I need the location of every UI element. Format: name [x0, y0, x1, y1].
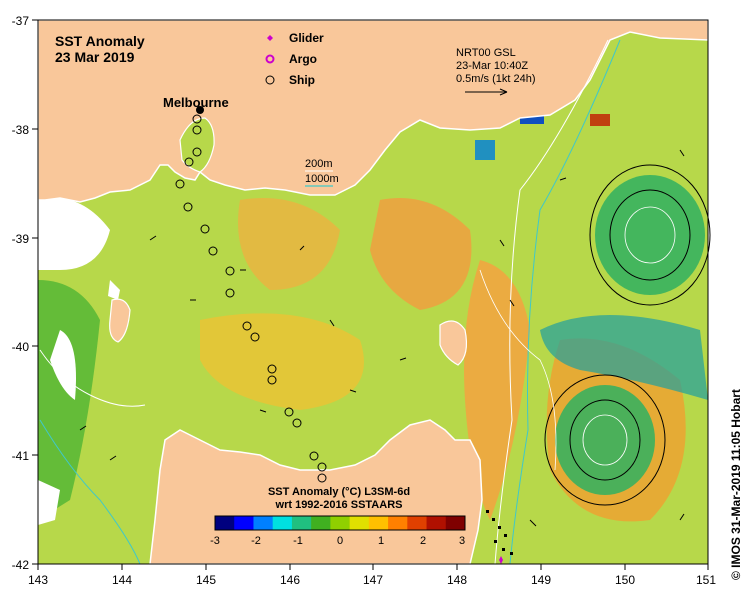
colorbar-swatch [291, 516, 312, 530]
y-axis-labels: -37 -38 -39 -40 -41 -42 [12, 14, 30, 572]
sst-contours [479, 206, 676, 471]
ship-track [175, 114, 327, 483]
cool-patch [475, 140, 495, 160]
marker-legend: Glider Argo Ship [265, 31, 324, 87]
colorbar-tick-label: -3 [210, 535, 220, 547]
x-tick-label: 147 [363, 573, 383, 587]
warm-anomaly-patch [370, 198, 472, 310]
colorbar-swatch [234, 516, 254, 530]
ship-icon [265, 75, 275, 85]
x-tick-label: 146 [280, 573, 300, 587]
isobath-200m [494, 39, 609, 565]
colorbar-swatch [445, 516, 466, 530]
isobath-label-1000m: 1000m [305, 173, 339, 185]
axis-ticks [32, 19, 709, 570]
warm-anomaly-patch [200, 313, 364, 410]
x-tick-label: 150 [615, 573, 635, 587]
colorbar-subtitle: wrt 1992-2016 SSTAARS [275, 499, 403, 511]
land-flinders-island [439, 320, 468, 366]
cool-patch [540, 315, 708, 400]
x-tick-label: 149 [531, 573, 551, 587]
city-label-melbourne: Melbourne [163, 95, 229, 110]
argo-float-icon [265, 54, 275, 64]
isobath-200m [39, 349, 146, 407]
colorbar-swatch [311, 516, 331, 530]
cool-eddy [595, 175, 705, 295]
cool-patch [520, 114, 544, 124]
legend-label-argo: Argo [289, 52, 317, 66]
colorbar-swatch [253, 516, 274, 530]
x-tick-label: 144 [112, 573, 132, 587]
map-title: SST Anomaly [55, 33, 145, 49]
x-axis-labels: 143 144 145 146 147 148 149 150 151 [28, 573, 716, 587]
legend-label-glider: Glider [289, 31, 324, 45]
colorbar-swatch [388, 516, 408, 530]
colorbar-swatch [215, 516, 235, 530]
colorbar-tick-label: 3 [459, 535, 465, 547]
warm-anomaly-patch [238, 198, 340, 290]
colorbar-tick-label: 1 [378, 535, 384, 547]
y-tick-label: -39 [12, 232, 30, 246]
y-tick-label: -38 [12, 123, 30, 137]
colorbar-tick-label: -2 [251, 535, 261, 547]
map-plot-area [37, 19, 711, 565]
colorbar-swatch [368, 516, 389, 530]
colorbar-swatch [330, 516, 351, 530]
land-king-island [109, 298, 131, 343]
cloud-gap [38, 480, 60, 525]
current-key-time: 23-Mar 10:40Z [456, 60, 528, 72]
colorbar-tick-label: -1 [293, 535, 303, 547]
x-tick-label: 148 [447, 573, 467, 587]
colorbar-title: SST Anomaly (°C) L3SM-6d [268, 486, 410, 498]
x-tick-label: 143 [28, 573, 48, 587]
isobath-key: 200m 1000m [305, 158, 339, 187]
y-tick-label: -40 [12, 340, 30, 354]
isobath-label-200m: 200m [305, 158, 333, 170]
x-tick-label: 145 [196, 573, 216, 587]
y-tick-label: -37 [12, 14, 30, 28]
glider-icon [267, 35, 273, 41]
colorbar-swatch [426, 516, 447, 530]
colorbar-swatch [272, 516, 293, 530]
colorbar-frame [214, 515, 466, 531]
isobath-1000m [39, 419, 141, 565]
arrowhead-icon [499, 88, 508, 96]
legend-label-ship: Ship [289, 73, 315, 87]
colorbar-ticks: -3 -2 -1 0 1 2 3 [210, 535, 465, 547]
colorbar-tick-label: 0 [337, 535, 343, 547]
current-key-source: NRT00 GSL [456, 47, 516, 59]
warm-anomaly-patch [464, 260, 530, 520]
current-streamlines [544, 164, 711, 506]
melbourne-marker [196, 106, 204, 114]
cool-patch [38, 280, 100, 520]
velocity-arrows [79, 149, 685, 527]
colorbar-swatch [349, 516, 370, 530]
colorbar-tick-label: 2 [420, 535, 426, 547]
isobath-1000m [509, 39, 621, 565]
cloud-gap [38, 198, 110, 270]
warm-patch [590, 114, 610, 126]
map-date: 23 Mar 2019 [55, 49, 135, 65]
glider-marker [499, 556, 503, 564]
current-key-scale: 0.5m/s (1kt 24h) [456, 73, 535, 85]
current-vector-key: NRT00 GSL 23-Mar 10:40Z 0.5m/s (1kt 24h) [456, 47, 535, 96]
colorbar-swatch [407, 516, 428, 530]
x-tick-label: 151 [696, 573, 716, 587]
y-tick-label: -42 [12, 558, 30, 572]
cloud-gap [108, 280, 120, 300]
credit-label: © IMOS 31-Mar-2019 11:05 Hobart [729, 389, 743, 580]
colorbar: SST Anomaly (°C) L3SM-6d wrt 1992-2016 S… [210, 486, 466, 547]
y-tick-label: -41 [12, 449, 30, 463]
colorbar-swatches [215, 516, 466, 530]
glider-track [486, 510, 513, 555]
